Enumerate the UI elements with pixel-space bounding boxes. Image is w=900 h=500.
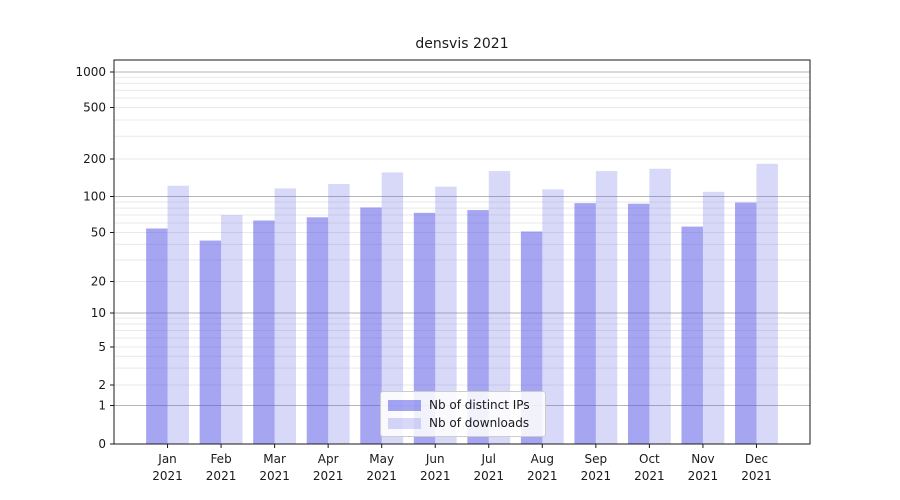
x-tick-year-label: 2021 [366,469,397,483]
x-tick-label: May [369,452,394,466]
y-tick-label: 500 [83,101,106,115]
y-tick-label: 100 [83,190,106,204]
bar-downloads-sep [595,171,618,444]
x-tick-year-label: 2021 [152,469,183,483]
x-tick-label: Apr [318,452,339,466]
x-tick-label: Aug [531,452,554,466]
x-tick-year-label: 2021 [259,469,290,483]
y-tick-label: 0 [98,437,106,451]
x-tick-label: Jul [481,452,496,466]
x-tick-label: Oct [639,452,660,466]
bar-distinct-ips-apr [306,217,329,444]
x-tick-year-label: 2021 [313,469,344,483]
bar-distinct-ips-dec [735,202,757,444]
x-tick-year-label: 2021 [420,469,451,483]
legend: Nb of distinct IPs Nb of downloads [380,391,546,437]
y-tick-label: 10 [91,306,106,320]
x-tick-year-label: 2021 [688,469,719,483]
bar-distinct-ips-feb [199,240,222,444]
bar-distinct-ips-oct [627,203,650,444]
y-tick-label: 200 [83,152,106,166]
bar-downloads-nov [702,191,725,444]
x-tick-year-label: 2021 [634,469,665,483]
bar-downloads-dec [756,163,778,445]
bar-downloads-oct [649,168,671,445]
bar-downloads-apr [328,183,350,444]
x-tick-label: Nov [691,452,714,466]
x-tick-label: Mar [263,452,286,466]
y-tick-label: 1000 [75,65,106,79]
bar-downloads-jan [167,185,189,445]
bar-downloads-feb [221,215,243,444]
x-tick-label: Jun [425,452,445,466]
y-tick-label: 2 [98,378,106,392]
x-tick-year-label: 2021 [206,469,237,483]
x-tick-label: Feb [210,452,231,466]
y-tick-label: 50 [91,226,106,240]
legend-label-distinct-ips: Nb of distinct IPs [429,398,530,412]
y-tick-label: 1 [98,399,106,413]
legend-item-distinct-ips: Nb of distinct IPs [388,396,537,414]
x-tick-year-label: 2021 [527,469,558,483]
x-tick-year-label: 2021 [581,469,612,483]
bar-distinct-ips-mar [253,220,275,444]
y-tick-label: 5 [98,340,106,354]
bar-distinct-ips-nov [681,226,703,444]
legend-swatch-distinct-ips-icon [388,399,421,411]
x-tick-year-label: 2021 [473,469,504,483]
bar-distinct-ips-jul [467,210,489,444]
bar-distinct-ips-sep [574,203,596,444]
legend-item-downloads: Nb of downloads [388,414,537,432]
bar-distinct-ips-aug [520,231,543,444]
legend-swatch-downloads-icon [388,417,421,429]
bar-distinct-ips-may [360,207,382,444]
bar-distinct-ips-jan [146,228,168,444]
x-tick-label: Dec [745,452,768,466]
x-tick-year-label: 2021 [741,469,772,483]
bar-distinct-ips-jun [413,212,436,444]
x-tick-label: Jan [157,452,177,466]
x-tick-label: Sep [585,452,608,466]
legend-label-downloads: Nb of downloads [429,416,530,430]
bar-downloads-mar [274,188,297,444]
bar-downloads-may [381,172,404,444]
bar-downloads-jul [488,171,511,444]
y-tick-label: 20 [91,275,106,289]
chart-title: densvis 2021 [415,36,509,52]
bar-downloads-aug [542,189,564,444]
bar-downloads-jun [435,186,457,444]
plot-border [113,59,811,445]
